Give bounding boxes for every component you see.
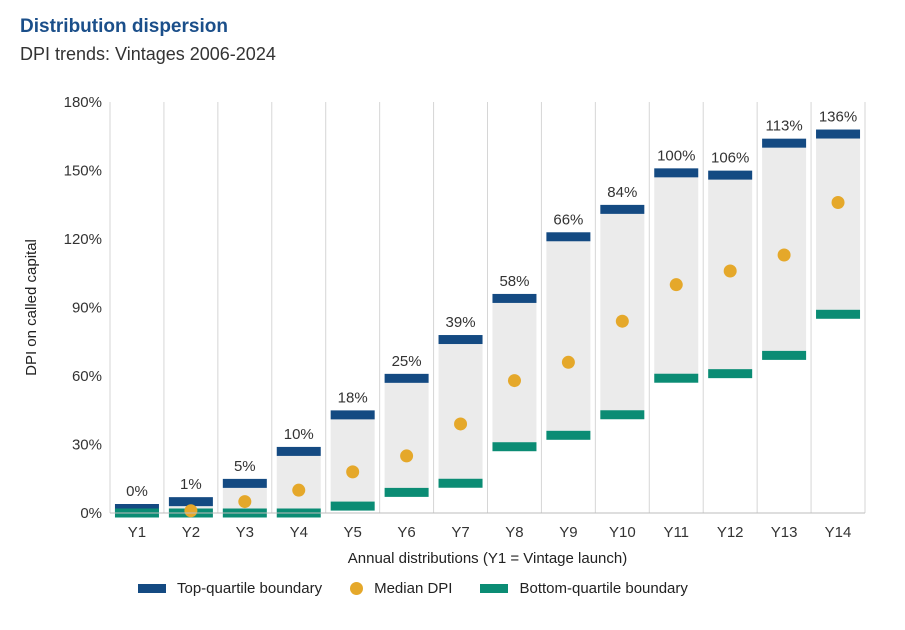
range-band: [654, 177, 699, 374]
legend-swatch-top-quartile: [138, 584, 166, 593]
y-tick-label: 150%: [64, 163, 102, 180]
median-dot: [507, 374, 521, 388]
median-data-label: 25%: [392, 353, 422, 370]
median-data-label: 5%: [234, 458, 256, 475]
y-tick-label: 0%: [80, 505, 102, 522]
legend-label-bottom-quartile: Bottom-quartile boundary: [519, 580, 688, 597]
legend-item-median: Median DPI: [350, 580, 452, 597]
range-band: [546, 241, 591, 431]
top-quartile-marker: [222, 478, 267, 488]
x-tick-label: Y8: [505, 524, 523, 541]
x-tick-label: Y3: [236, 524, 254, 541]
top-quartile-marker: [654, 168, 699, 178]
median-dot: [400, 449, 414, 463]
top-quartile-marker: [438, 335, 483, 345]
median-data-label: 0%: [126, 483, 148, 500]
top-quartile-marker: [168, 497, 213, 507]
median-dot: [831, 195, 845, 209]
legend-item-bottom-quartile: Bottom-quartile boundary: [480, 580, 688, 597]
top-quartile-marker: [816, 129, 861, 139]
top-quartile-marker: [276, 446, 321, 456]
median-data-label: 1%: [180, 476, 202, 493]
legend-swatch-bottom-quartile: [480, 584, 509, 593]
x-tick-label: Y1: [128, 524, 146, 541]
median-data-label: 58%: [499, 273, 529, 290]
y-tick-label: 90%: [72, 300, 102, 317]
legend-label-median: Median DPI: [374, 580, 453, 597]
median-data-label: 113%: [765, 118, 802, 135]
top-quartile-marker: [600, 204, 645, 214]
x-tick-label: Y5: [343, 524, 361, 541]
x-tick-label: Y11: [663, 524, 689, 541]
legend-swatch-median: [350, 582, 364, 595]
median-dot: [292, 483, 306, 497]
bottom-quartile-marker: [384, 487, 429, 497]
x-tick-label: Y14: [825, 524, 852, 541]
bottom-quartile-marker: [330, 501, 375, 511]
median-dot: [615, 314, 629, 328]
top-quartile-marker: [546, 232, 591, 242]
median-data-label: 84%: [607, 184, 637, 201]
bottom-quartile-marker: [546, 430, 591, 440]
median-dot: [561, 355, 575, 369]
median-dot: [454, 417, 468, 431]
range-band: [492, 302, 537, 443]
y-tick-label: 180%: [64, 94, 102, 111]
top-quartile-marker: [384, 373, 429, 383]
median-data-label: 66%: [553, 211, 583, 228]
chart-subtitle: DPI trends: Vintages 2006-2024: [20, 44, 276, 64]
top-quartile-marker: [492, 293, 537, 303]
bottom-quartile-marker: [438, 478, 483, 488]
bottom-quartile-marker: [654, 373, 699, 383]
bottom-quartile-marker: [708, 369, 753, 379]
median-data-label: 39%: [446, 314, 476, 331]
x-tick-label: Y10: [609, 524, 636, 541]
x-axis-title: Annual distributions (Y1 = Vintage launc…: [348, 550, 628, 567]
y-tick-label: 60%: [72, 368, 102, 385]
dpi-chart: 0% 30% 60% 90% 120% 150% 180% 0% Y1 1% Y2 5% Y3 10% Y4…: [23, 94, 866, 567]
median-data-label: 10%: [284, 426, 314, 443]
x-tick-label: Y13: [771, 524, 798, 541]
median-dot: [723, 264, 737, 278]
median-data-label: 18%: [338, 389, 368, 406]
chart-legend: Top-quartile boundary Median DPI Bottom-…: [138, 580, 716, 597]
y-axis-title: DPI on called capital: [23, 239, 40, 376]
bottom-quartile-marker: [492, 442, 537, 452]
bottom-quartile-marker: [762, 350, 807, 360]
x-tick-label: Y2: [182, 524, 200, 541]
x-tick-label: Y6: [397, 524, 415, 541]
top-quartile-marker: [330, 410, 375, 420]
x-tick-label: Y12: [717, 524, 744, 541]
x-tick-label: Y4: [290, 524, 308, 541]
median-data-label: 106%: [711, 150, 749, 167]
range-band: [816, 138, 861, 310]
range-band: [600, 213, 645, 411]
median-dot: [777, 248, 791, 262]
median-data-label: 136%: [819, 109, 857, 126]
chart-title: Distribution dispersion: [20, 16, 228, 37]
y-tick-label: 30%: [72, 437, 102, 454]
top-quartile-marker: [708, 170, 753, 180]
y-tick-label: 120%: [64, 231, 102, 248]
legend-label-top-quartile: Top-quartile boundary: [177, 580, 323, 597]
x-tick-label: Y9: [559, 524, 577, 541]
top-quartile-marker: [762, 138, 807, 148]
median-dot: [669, 278, 683, 292]
median-dot: [238, 495, 252, 509]
median-dot: [346, 465, 360, 479]
range-band: [438, 344, 483, 479]
legend-item-top-quartile: Top-quartile boundary: [138, 580, 322, 597]
range-band: [330, 419, 375, 502]
range-band: [384, 382, 429, 488]
x-tick-label: Y7: [451, 524, 469, 541]
bottom-quartile-marker: [600, 410, 645, 420]
median-data-label: 100%: [657, 147, 695, 164]
bottom-quartile-marker: [816, 309, 861, 319]
median-dot: [184, 504, 198, 518]
